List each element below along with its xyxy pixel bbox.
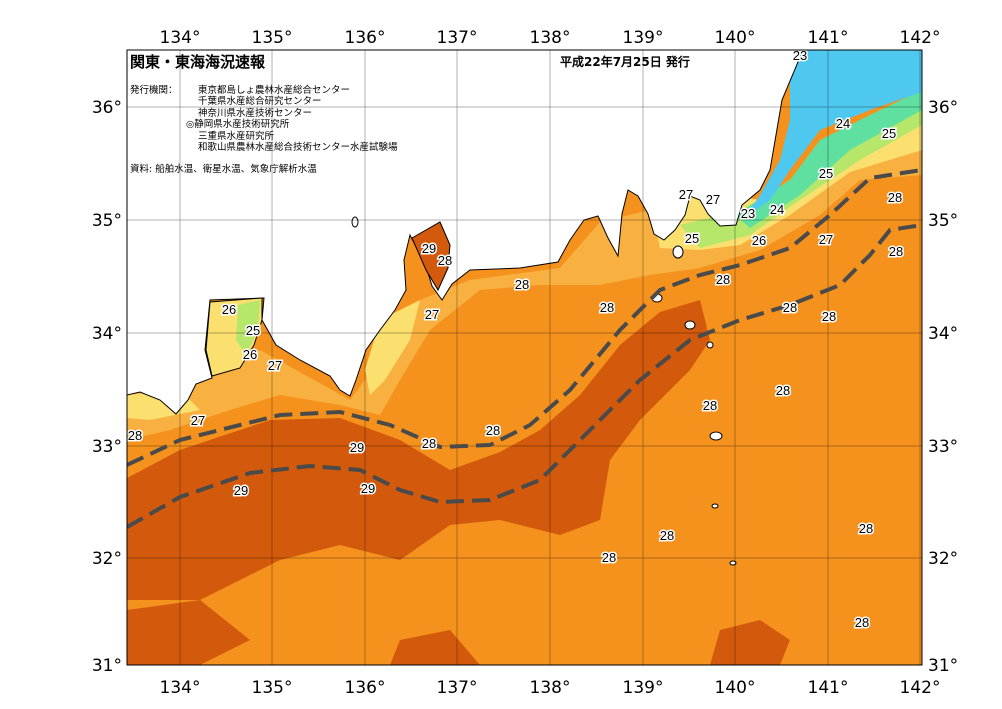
contour-label: 25: [246, 323, 260, 338]
longitude-label: 137°: [437, 28, 478, 48]
contour-label: 24: [836, 116, 850, 131]
contour-label: 28: [438, 253, 452, 268]
longitude-label: 140°: [715, 28, 756, 48]
longitude-label: 136°: [345, 678, 386, 698]
page-title: 関東・東海海況速報: [130, 53, 266, 71]
contour-label: 28: [128, 428, 142, 443]
contour-label: 25: [685, 231, 699, 246]
ise-bay: [411, 221, 451, 292]
contour-label: 28: [783, 300, 797, 315]
publisher: 東京都島しょ農林水産総合センター: [198, 85, 351, 96]
contour-label: 25: [819, 166, 833, 181]
longitude-label: 142°: [900, 28, 941, 48]
longitude-label: 141°: [808, 28, 849, 48]
longitude-label: 137°: [437, 678, 478, 698]
contour-label: 28: [660, 528, 674, 543]
contour-label: 28: [776, 383, 790, 398]
data-source: 資料: 船舶水温、衛星水温、気象庁解析水温: [130, 164, 317, 175]
contour-label: 28: [515, 277, 529, 292]
warm-zone-29: [127, 300, 710, 600]
longitude-label: 138°: [530, 678, 571, 698]
contour-label: 28: [486, 423, 500, 438]
longitude-label: 136°: [345, 28, 386, 48]
contour-label: 24: [770, 202, 784, 217]
contour-label: 28: [859, 521, 873, 536]
contour-label: 29: [234, 483, 248, 498]
latitude-label: 36°: [92, 98, 122, 118]
contour-label: 27: [268, 358, 282, 373]
longitude-label: 142°: [900, 678, 941, 698]
longitude-label: 135°: [252, 678, 293, 698]
contour-label: 26: [222, 302, 236, 317]
contour-label: 27: [819, 232, 833, 247]
publisher: 千葉県水産総合研究センター: [198, 96, 322, 108]
contour-label: 29: [350, 440, 364, 455]
latitude-label: 31°: [92, 656, 122, 676]
contour-label: 23: [793, 48, 807, 63]
longitude-labels: 134° 134° 135° 135° 136° 136° 137° 137° 138° 138°…: [160, 28, 941, 698]
latitude-label: 34°: [92, 324, 122, 344]
longitude-label: 139°: [623, 678, 664, 698]
longitude-label: 138°: [530, 28, 571, 48]
contour-label: 28: [889, 244, 903, 259]
latitude-label: 36°: [928, 98, 958, 118]
kuroshio-axis-south: [127, 223, 922, 529]
contour-label: 27: [706, 192, 720, 207]
contour-label: 27: [679, 187, 693, 202]
latitude-label: 33°: [928, 437, 958, 457]
contour-label: 25: [882, 126, 896, 141]
latitude-label: 34°: [928, 324, 958, 344]
latitude-label: 32°: [92, 549, 122, 569]
longitude-label: 140°: [715, 678, 756, 698]
publisher: 神奈川県水産技術センター: [198, 107, 313, 119]
contour-label: 28: [888, 190, 902, 205]
contour-label: 27: [191, 413, 205, 428]
contour-label: 26: [243, 347, 257, 362]
publisher: 三重県水産研究所: [198, 130, 275, 142]
coastal-zone-23: [745, 50, 922, 218]
graticule: [127, 50, 922, 665]
issue-date: 平成22年7月25日 発行: [560, 55, 690, 69]
contour-label: 26: [752, 233, 766, 248]
latitude-labels: 36° 36° 35° 35° 34° 34° 33° 33° 32° 32° 31° 31°: [92, 98, 958, 676]
contour-label: 28: [600, 300, 614, 315]
longitude-label: 139°: [623, 28, 664, 48]
latitude-label: 35°: [92, 211, 122, 231]
latitude-label: 33°: [92, 437, 122, 457]
contour-label: 23: [741, 206, 755, 221]
publisher-list: 東京都島しょ農林水産総合センター 千葉県水産総合研究センター 神奈川県水産技術セ…: [186, 85, 398, 153]
osaka-bay-inner: [236, 300, 260, 355]
contour-label: 29: [361, 481, 375, 496]
latitude-label: 31°: [928, 656, 958, 676]
contour-label: 27: [425, 307, 439, 322]
publisher: ◎静岡県水産技術研究所: [186, 119, 290, 131]
longitude-label: 141°: [808, 678, 849, 698]
longitude-label: 134°: [160, 678, 201, 698]
warm-zone-29b: [127, 600, 790, 665]
longitude-label: 135°: [252, 28, 293, 48]
contour-label: 28: [855, 615, 869, 630]
latitude-label: 35°: [928, 211, 958, 231]
map-frame: [126, 49, 923, 666]
land-honshu-shikoku: [127, 50, 799, 415]
publisher-label: 発行機関：: [130, 85, 178, 96]
contour-label: 28: [822, 309, 836, 324]
publisher: 和歌山県農林水産総合技術センター水産試験場: [198, 142, 398, 154]
latitude-label: 32°: [928, 549, 958, 569]
coastal-zone-24: [735, 90, 922, 228]
contour-label: 28: [422, 436, 436, 451]
contour-label: 29: [422, 241, 436, 256]
kuroshio-axis-north: [127, 168, 922, 467]
contour-label: 28: [703, 398, 717, 413]
contour-label: 28: [716, 272, 730, 287]
izu-islands: [351, 216, 737, 566]
longitude-label: 134°: [160, 28, 201, 48]
contour-label: 28: [602, 550, 616, 565]
